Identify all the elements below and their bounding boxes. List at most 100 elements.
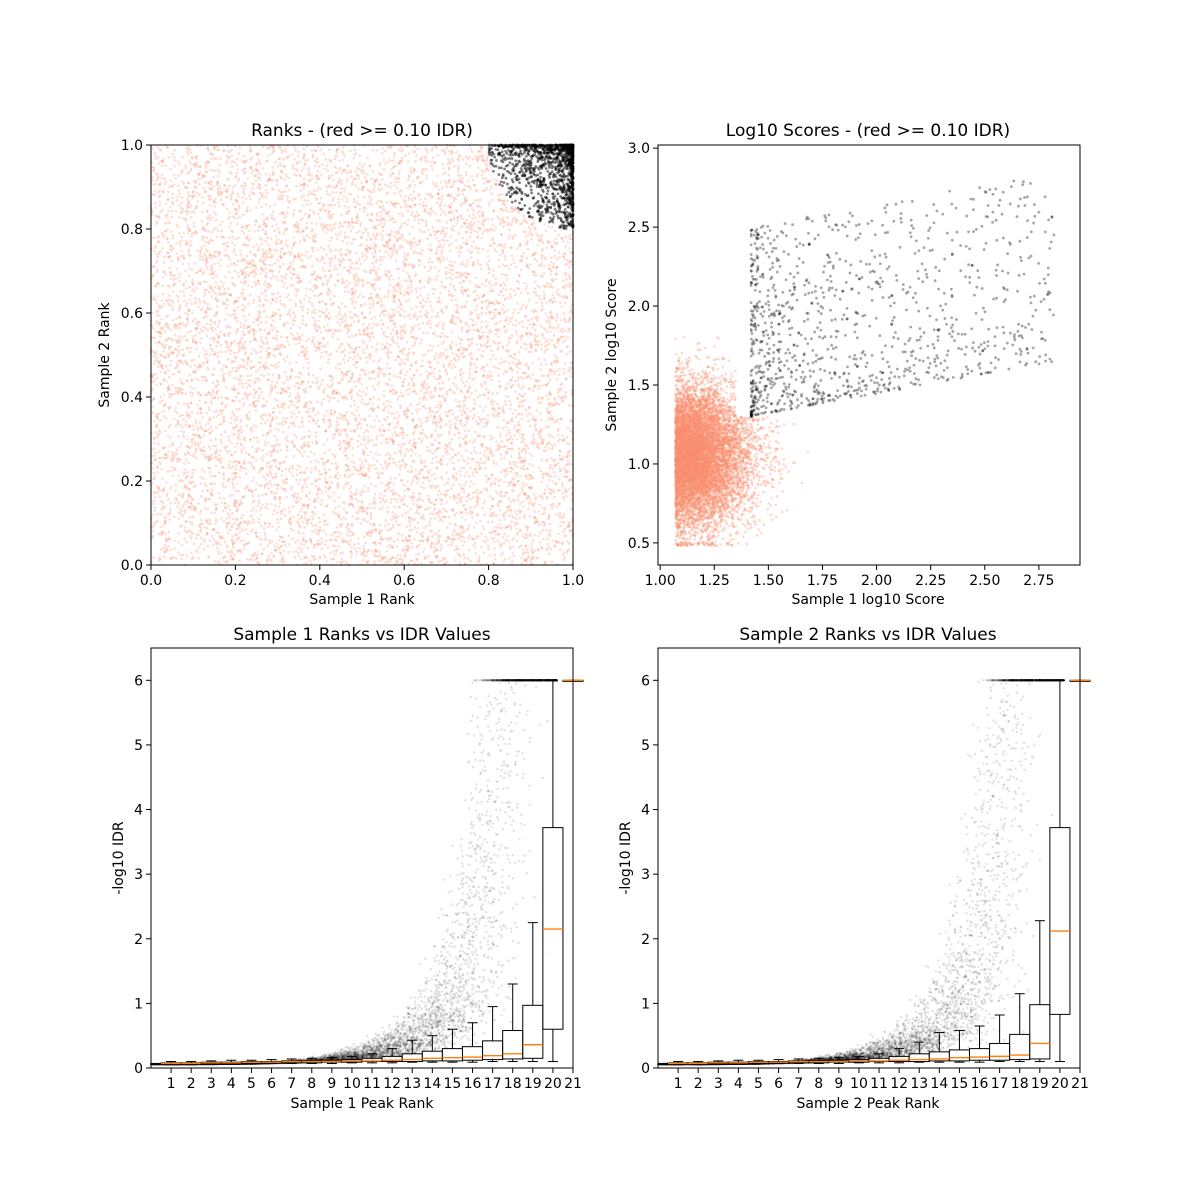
data-point (333, 227, 336, 230)
data-point (210, 348, 213, 351)
data-point (520, 338, 523, 341)
data-point (248, 404, 251, 407)
data-point (203, 434, 206, 437)
data-point (384, 250, 387, 253)
data-point (501, 495, 504, 498)
data-point (436, 185, 439, 188)
data-point (558, 467, 561, 470)
data-point (311, 228, 314, 231)
data-point (426, 446, 429, 449)
data-point (505, 433, 508, 436)
data-point (369, 523, 372, 526)
data-point (414, 313, 417, 316)
data-point (532, 435, 535, 438)
data-point (547, 381, 550, 384)
data-point (273, 327, 276, 330)
data-point (165, 481, 168, 484)
data-point (173, 149, 176, 152)
data-point (260, 356, 263, 359)
data-point (305, 467, 308, 470)
data-point (499, 519, 502, 522)
data-point (266, 357, 269, 360)
data-point (373, 242, 376, 245)
data-point (557, 395, 560, 398)
data-point (381, 259, 384, 262)
data-point (185, 424, 188, 427)
data-point (494, 558, 497, 561)
data-point (448, 244, 451, 247)
data-point (388, 253, 391, 256)
data-point (163, 183, 166, 186)
data-point (373, 444, 376, 447)
data-point (436, 467, 439, 470)
data-point (382, 324, 385, 327)
data-point (419, 390, 422, 393)
data-point (525, 347, 528, 350)
data-point (434, 266, 437, 269)
data-point (177, 350, 180, 353)
data-point (317, 213, 320, 216)
data-point (509, 234, 512, 237)
data-point (187, 224, 190, 227)
data-point (252, 518, 255, 521)
data-point (186, 213, 189, 216)
data-point (372, 149, 375, 152)
data-point (472, 178, 475, 181)
data-point (324, 486, 327, 489)
data-point (272, 337, 275, 340)
data-point (281, 344, 284, 347)
data-point (286, 286, 289, 289)
data-point (315, 431, 318, 434)
data-point (235, 408, 238, 411)
data-point (363, 259, 366, 262)
data-point (293, 209, 296, 212)
data-point (433, 184, 436, 187)
data-point (515, 416, 518, 419)
data-point (323, 248, 326, 251)
data-point (415, 511, 418, 514)
data-point (522, 377, 525, 380)
data-point (237, 236, 240, 239)
data-point (408, 516, 411, 519)
data-point (242, 366, 245, 369)
data-point (236, 212, 239, 215)
data-point (203, 280, 206, 283)
data-point (211, 488, 214, 491)
data-point (215, 250, 218, 253)
data-point (355, 334, 358, 337)
data-point (272, 171, 275, 174)
data-point (260, 336, 263, 339)
data-point (429, 258, 432, 261)
data-point (422, 432, 425, 435)
data-point (503, 533, 506, 536)
data-point (468, 387, 471, 390)
data-point (255, 459, 258, 462)
data-point (418, 214, 421, 217)
data-point (223, 498, 226, 501)
data-point (297, 255, 300, 258)
data-point (169, 206, 172, 209)
data-point (567, 488, 570, 491)
data-point (403, 378, 406, 381)
data-point (474, 490, 477, 493)
data-point (416, 369, 419, 372)
data-point (491, 505, 494, 508)
data-point (438, 395, 441, 398)
data-point (527, 412, 530, 415)
data-point (342, 152, 345, 155)
data-point (192, 338, 195, 341)
data-point (351, 226, 354, 229)
data-point (267, 251, 270, 254)
data-point (165, 533, 168, 536)
data-point (180, 172, 183, 175)
data-point (464, 460, 467, 463)
data-point (404, 221, 407, 224)
data-point (312, 305, 315, 308)
data-point (460, 423, 463, 426)
data-point (476, 343, 479, 346)
data-point (279, 197, 282, 200)
data-point (442, 508, 445, 511)
data-point (243, 447, 246, 450)
data-point (400, 206, 403, 209)
